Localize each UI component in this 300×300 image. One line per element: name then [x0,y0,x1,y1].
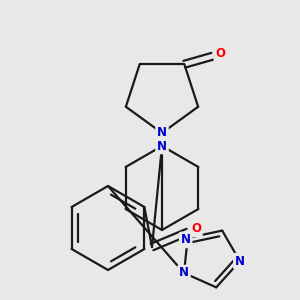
Text: O: O [215,47,225,60]
Text: N: N [157,140,167,152]
Text: N: N [157,127,167,140]
Text: N: N [179,266,189,280]
Text: O: O [191,223,201,236]
Text: N: N [235,255,245,268]
Text: N: N [181,233,191,246]
